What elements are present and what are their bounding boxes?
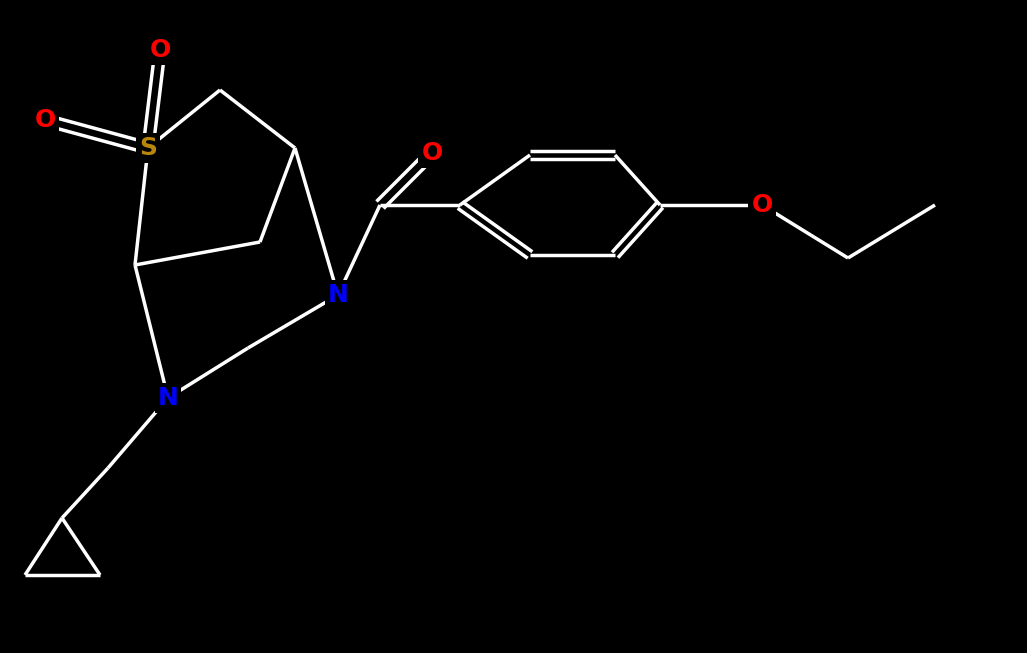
Text: N: N — [328, 283, 348, 307]
Text: N: N — [157, 386, 179, 410]
Text: O: O — [34, 108, 55, 132]
Text: O: O — [149, 38, 170, 62]
Text: O: O — [752, 193, 772, 217]
Text: O: O — [421, 141, 443, 165]
Text: S: S — [139, 136, 157, 160]
